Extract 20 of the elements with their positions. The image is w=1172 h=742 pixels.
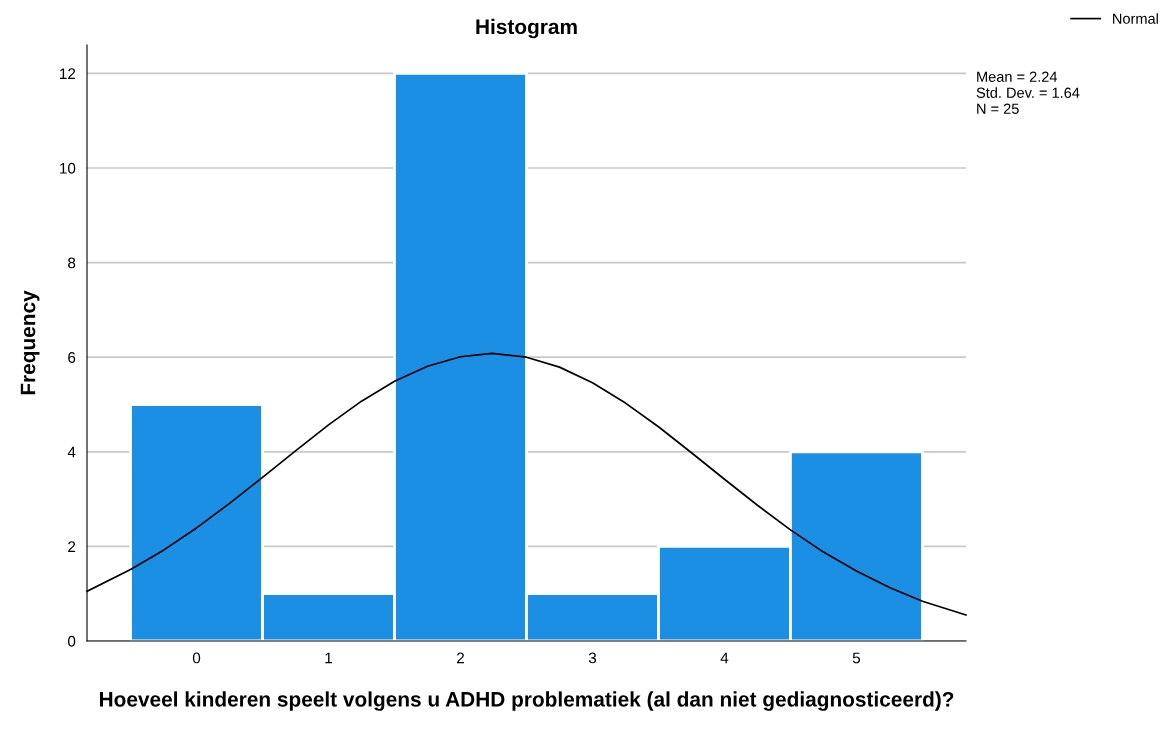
x-tick-label: 5	[852, 652, 861, 664]
legend-label: Normal	[1113, 13, 1158, 24]
text: N = 25	[977, 103, 1019, 114]
x-tick-label: 3	[588, 652, 597, 664]
x-tick-label: 4	[720, 652, 729, 664]
chart-title: Histogram	[476, 18, 577, 39]
y-tick-label: 8	[68, 257, 76, 269]
x-tick-label: 1	[325, 652, 333, 664]
y-tick-label: 12	[60, 68, 76, 79]
text: Std. Dev. = 1.64	[976, 87, 1080, 98]
x-tick-label: 0	[192, 652, 201, 664]
x-tick-label: 2	[457, 652, 464, 664]
x-axis-title: Hoeveel kinderen speelt volgens u ADHD problematiek (al dan niet gediagnosticeerd)?	[99, 691, 954, 711]
y-tick-label: 4	[67, 446, 76, 458]
y-tick-label: 0	[67, 635, 76, 647]
y-tick-label: 10	[60, 162, 76, 174]
y-tick-label: 2	[68, 541, 76, 552]
text: Mean = 2.24	[977, 71, 1058, 82]
y-tick-label: 6	[68, 352, 76, 363]
y-axis-title: Frequency	[20, 290, 40, 395]
